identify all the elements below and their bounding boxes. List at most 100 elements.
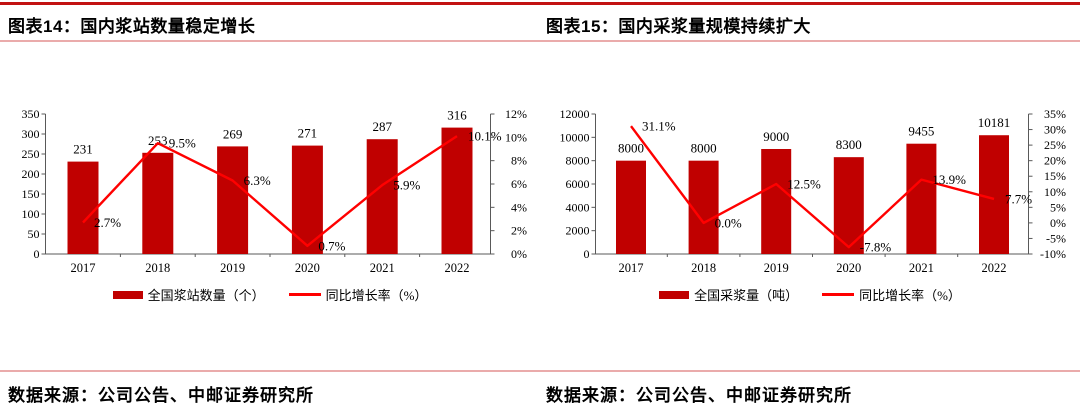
growth-line bbox=[630, 125, 995, 249]
svg-text:231: 231 bbox=[73, 142, 93, 157]
svg-text:2%: 2% bbox=[511, 224, 527, 238]
bar-value-labels: 8000 8000 9000 8300 9455 10181 bbox=[618, 115, 1010, 155]
svg-text:200: 200 bbox=[22, 167, 40, 181]
growth-line bbox=[82, 135, 458, 248]
svg-text:8000: 8000 bbox=[691, 141, 717, 156]
svg-text:287: 287 bbox=[372, 119, 392, 134]
figure14-title: 图表14：国内浆站数量稳定增长 bbox=[8, 17, 256, 36]
line-swatch-icon bbox=[288, 293, 321, 296]
chart-canvas: 0 50 100 150 200 250 300 350 0% 2% 4% 6% 8% 10% 12% 201… bbox=[22, 107, 528, 275]
svg-text:2.7%: 2.7% bbox=[94, 215, 121, 230]
svg-text:316: 316 bbox=[447, 108, 467, 123]
growth-point-labels: 2.7% 9.5% 6.3% 0.7% 5.9% 10.1% bbox=[94, 129, 502, 254]
svg-text:6000: 6000 bbox=[566, 177, 590, 191]
svg-text:8300: 8300 bbox=[836, 137, 862, 152]
chart-canvas: 020004000600080001000012000-10%-5%0%5%10… bbox=[560, 107, 1067, 275]
growth-point-labels: 31.1% 0.0% 12.5% -7.8% 13.9% 7.7% bbox=[642, 119, 1032, 255]
svg-text:0.7%: 0.7% bbox=[318, 238, 345, 253]
svg-text:2022: 2022 bbox=[445, 261, 470, 275]
svg-text:12000: 12000 bbox=[560, 107, 590, 121]
plasma-collection-chart-legend: 全国采浆量（吨） 同比增长率（%） bbox=[540, 285, 1080, 304]
bar-swatch-icon bbox=[112, 290, 143, 299]
svg-text:2022: 2022 bbox=[982, 261, 1007, 275]
bar-series bbox=[616, 135, 1009, 254]
svg-text:10181: 10181 bbox=[978, 115, 1011, 130]
svg-text:2021: 2021 bbox=[370, 261, 395, 275]
svg-text:20%: 20% bbox=[1044, 154, 1066, 168]
plasma-collection-volume-chart: 0 2000 4000 6000 8000 10000 12000 -10% -5% 0% 5% 10… bbox=[540, 90, 1080, 285]
svg-text:12%: 12% bbox=[505, 107, 527, 121]
svg-text:-7.8%: -7.8% bbox=[860, 240, 892, 255]
source-divider-rule bbox=[0, 370, 1080, 372]
svg-text:0%: 0% bbox=[511, 247, 527, 261]
right-axis-labels: 0% 2% 4% 6% 8% 10% 12% bbox=[505, 107, 527, 261]
svg-text:4%: 4% bbox=[511, 200, 527, 214]
svg-text:2000: 2000 bbox=[566, 224, 590, 238]
legend-label: 同比增长率（%） bbox=[325, 288, 428, 303]
svg-text:0%: 0% bbox=[1050, 216, 1066, 230]
svg-text:2018: 2018 bbox=[691, 261, 716, 275]
legend-label: 全国采浆量（吨） bbox=[694, 288, 799, 303]
svg-text:2021: 2021 bbox=[909, 261, 934, 275]
legend-item-bar-series: 全国浆站数量（个） bbox=[112, 285, 265, 304]
left-axis-labels: 0 2000 4000 6000 8000 10000 12000 bbox=[560, 107, 590, 261]
svg-text:2020: 2020 bbox=[295, 261, 320, 275]
svg-text:300: 300 bbox=[22, 127, 40, 141]
svg-text:31.1%: 31.1% bbox=[642, 119, 676, 134]
svg-text:271: 271 bbox=[298, 126, 318, 141]
svg-text:10.1%: 10.1% bbox=[468, 129, 502, 144]
svg-text:2018: 2018 bbox=[145, 261, 170, 275]
legend-label: 全国浆站数量（个） bbox=[147, 288, 265, 303]
svg-text:150: 150 bbox=[22, 187, 40, 201]
bar-value-labels: 231 253 269 271 287 316 bbox=[73, 108, 467, 157]
svg-text:35%: 35% bbox=[1044, 107, 1066, 121]
svg-text:0: 0 bbox=[34, 247, 40, 261]
svg-text:12.5%: 12.5% bbox=[787, 177, 821, 192]
svg-text:9.5%: 9.5% bbox=[169, 136, 196, 151]
svg-text:-5%: -5% bbox=[1046, 231, 1066, 245]
svg-text:2017: 2017 bbox=[619, 261, 644, 275]
svg-text:0.0%: 0.0% bbox=[715, 215, 742, 230]
left-axis-labels: 0 50 100 150 200 250 300 350 bbox=[22, 107, 40, 261]
svg-text:350: 350 bbox=[22, 107, 40, 121]
svg-text:2019: 2019 bbox=[220, 261, 245, 275]
axes bbox=[591, 113, 1033, 257]
svg-text:8000: 8000 bbox=[566, 154, 590, 168]
svg-text:2019: 2019 bbox=[764, 261, 789, 275]
svg-text:2017: 2017 bbox=[71, 261, 96, 275]
svg-text:25%: 25% bbox=[1044, 138, 1066, 152]
legend-label: 同比增长率（%） bbox=[859, 288, 961, 303]
svg-text:4000: 4000 bbox=[566, 200, 590, 214]
svg-text:253: 253 bbox=[148, 133, 168, 148]
svg-text:2020: 2020 bbox=[836, 261, 861, 275]
svg-text:9455: 9455 bbox=[908, 124, 934, 139]
svg-text:13.9%: 13.9% bbox=[932, 172, 966, 187]
source-note-right: 数据来源：公司公告、中邮证券研究所 bbox=[546, 386, 852, 405]
svg-text:5%: 5% bbox=[1050, 200, 1066, 214]
plasma-station-chart-legend: 全国浆站数量（个） 同比增长率（%） bbox=[0, 285, 540, 304]
svg-text:269: 269 bbox=[223, 126, 243, 141]
svg-text:30%: 30% bbox=[1044, 123, 1066, 137]
legend-item-bar-series: 全国采浆量（吨） bbox=[659, 285, 798, 304]
svg-text:10000: 10000 bbox=[560, 130, 590, 144]
svg-text:15%: 15% bbox=[1044, 169, 1066, 183]
axes bbox=[41, 113, 495, 257]
plasma-station-count-chart: 0 50 100 150 200 250 300 350 0% 2% 4% 6% 8% 10% 12% 201… bbox=[0, 90, 540, 285]
top-rule bbox=[0, 2, 1080, 5]
svg-text:50: 50 bbox=[28, 227, 40, 241]
svg-text:0: 0 bbox=[584, 247, 590, 261]
right-axis-labels: -10% -5%0% 5%10% 15%20% 25%30% 35% bbox=[1040, 107, 1066, 261]
x-axis-labels: 2017 2018 2019 2020 2021 2022 bbox=[619, 261, 1007, 275]
svg-text:7.7%: 7.7% bbox=[1005, 191, 1032, 206]
svg-text:100: 100 bbox=[22, 207, 40, 221]
bar-swatch-icon bbox=[659, 290, 690, 299]
svg-text:5.9%: 5.9% bbox=[393, 178, 420, 193]
svg-text:8000: 8000 bbox=[618, 141, 644, 156]
svg-text:6.3%: 6.3% bbox=[244, 173, 271, 188]
svg-text:250: 250 bbox=[22, 147, 40, 161]
svg-text:10%: 10% bbox=[505, 130, 527, 144]
title-underline-rule bbox=[0, 40, 1080, 42]
source-note-left: 数据来源：公司公告、中邮证券研究所 bbox=[8, 386, 314, 405]
svg-text:8%: 8% bbox=[511, 154, 527, 168]
